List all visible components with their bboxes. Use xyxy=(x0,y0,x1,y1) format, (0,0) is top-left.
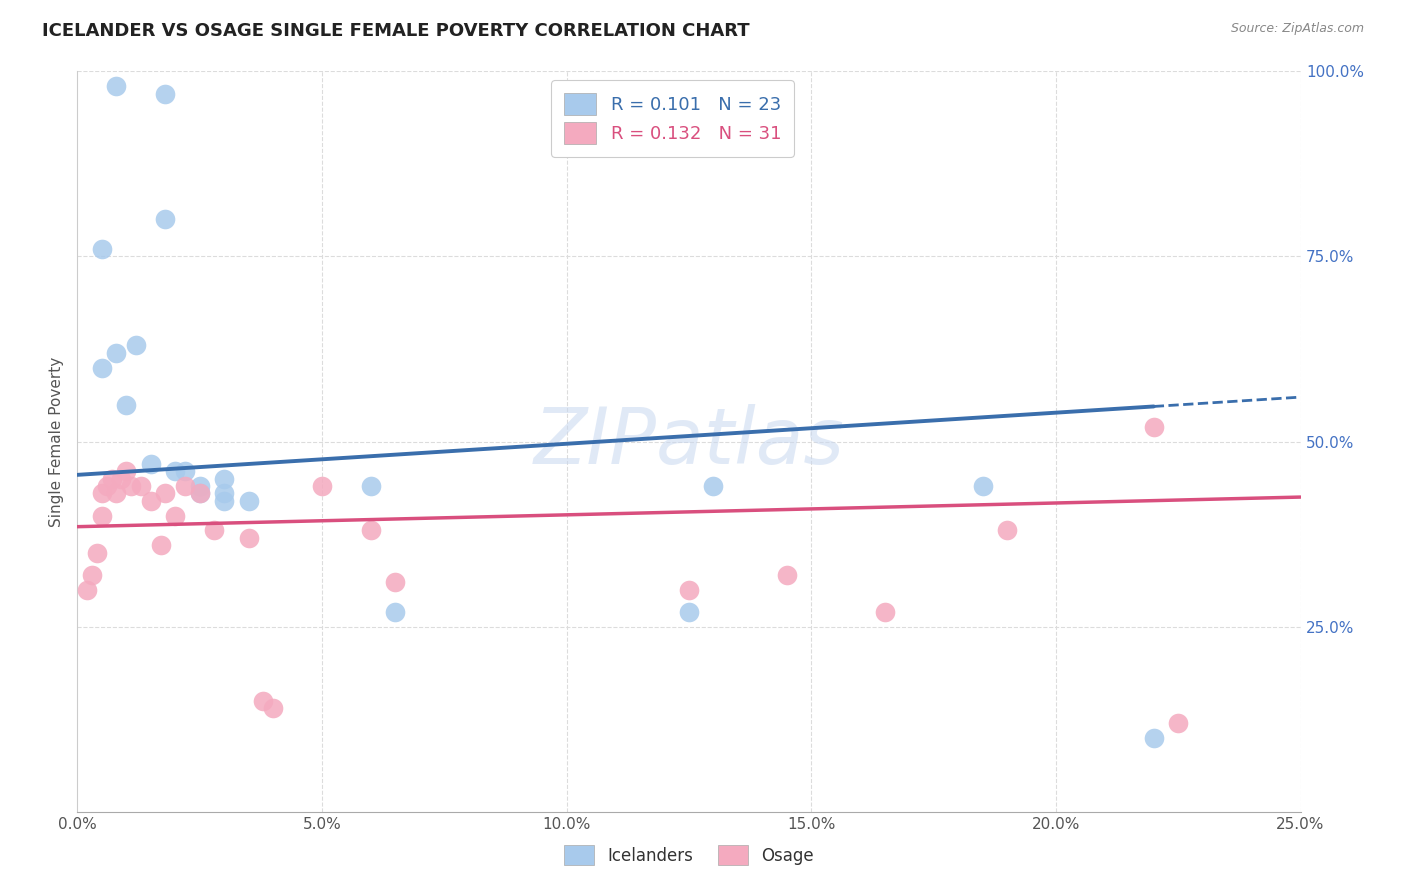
Point xyxy=(155,212,177,227)
Point xyxy=(995,524,1018,538)
Point xyxy=(174,479,197,493)
Legend: Icelanders, Osage: Icelanders, Osage xyxy=(555,837,823,874)
Point xyxy=(105,486,128,500)
Point xyxy=(165,464,187,478)
Point xyxy=(212,471,235,485)
Point xyxy=(1143,731,1166,745)
Text: ZIPatlas: ZIPatlas xyxy=(533,403,845,480)
Point xyxy=(90,486,112,500)
Y-axis label: Single Female Poverty: Single Female Poverty xyxy=(49,357,65,526)
Point xyxy=(311,479,333,493)
Point xyxy=(76,582,98,597)
Point xyxy=(90,242,112,256)
Point xyxy=(360,524,382,538)
Point xyxy=(188,479,211,493)
Point xyxy=(238,493,260,508)
Point xyxy=(100,471,122,485)
Point xyxy=(678,605,700,619)
Point xyxy=(165,508,187,523)
Point xyxy=(129,479,152,493)
Point xyxy=(105,345,128,359)
Point xyxy=(252,694,274,708)
Point xyxy=(139,457,162,471)
Point xyxy=(139,493,162,508)
Point xyxy=(155,87,177,101)
Point xyxy=(776,567,799,582)
Point xyxy=(174,464,197,478)
Point xyxy=(212,493,235,508)
Point xyxy=(149,538,172,552)
Point xyxy=(96,479,118,493)
Point xyxy=(202,524,225,538)
Point xyxy=(110,471,132,485)
Point xyxy=(155,486,177,500)
Point xyxy=(125,338,148,352)
Text: ICELANDER VS OSAGE SINGLE FEMALE POVERTY CORRELATION CHART: ICELANDER VS OSAGE SINGLE FEMALE POVERTY… xyxy=(42,22,749,40)
Point xyxy=(86,546,108,560)
Point xyxy=(678,582,700,597)
Text: Source: ZipAtlas.com: Source: ZipAtlas.com xyxy=(1230,22,1364,36)
Point xyxy=(212,486,235,500)
Point xyxy=(188,486,211,500)
Point xyxy=(90,508,112,523)
Point xyxy=(105,79,128,94)
Point xyxy=(115,464,138,478)
Point xyxy=(188,486,211,500)
Point xyxy=(1167,715,1189,730)
Point xyxy=(972,479,994,493)
Point xyxy=(384,575,406,590)
Point xyxy=(384,605,406,619)
Point xyxy=(702,479,724,493)
Point xyxy=(1143,419,1166,434)
Point xyxy=(262,701,284,715)
Point xyxy=(360,479,382,493)
Point xyxy=(115,397,138,411)
Point xyxy=(120,479,142,493)
Point xyxy=(873,605,896,619)
Point xyxy=(80,567,103,582)
Point xyxy=(90,360,112,375)
Point xyxy=(238,531,260,545)
